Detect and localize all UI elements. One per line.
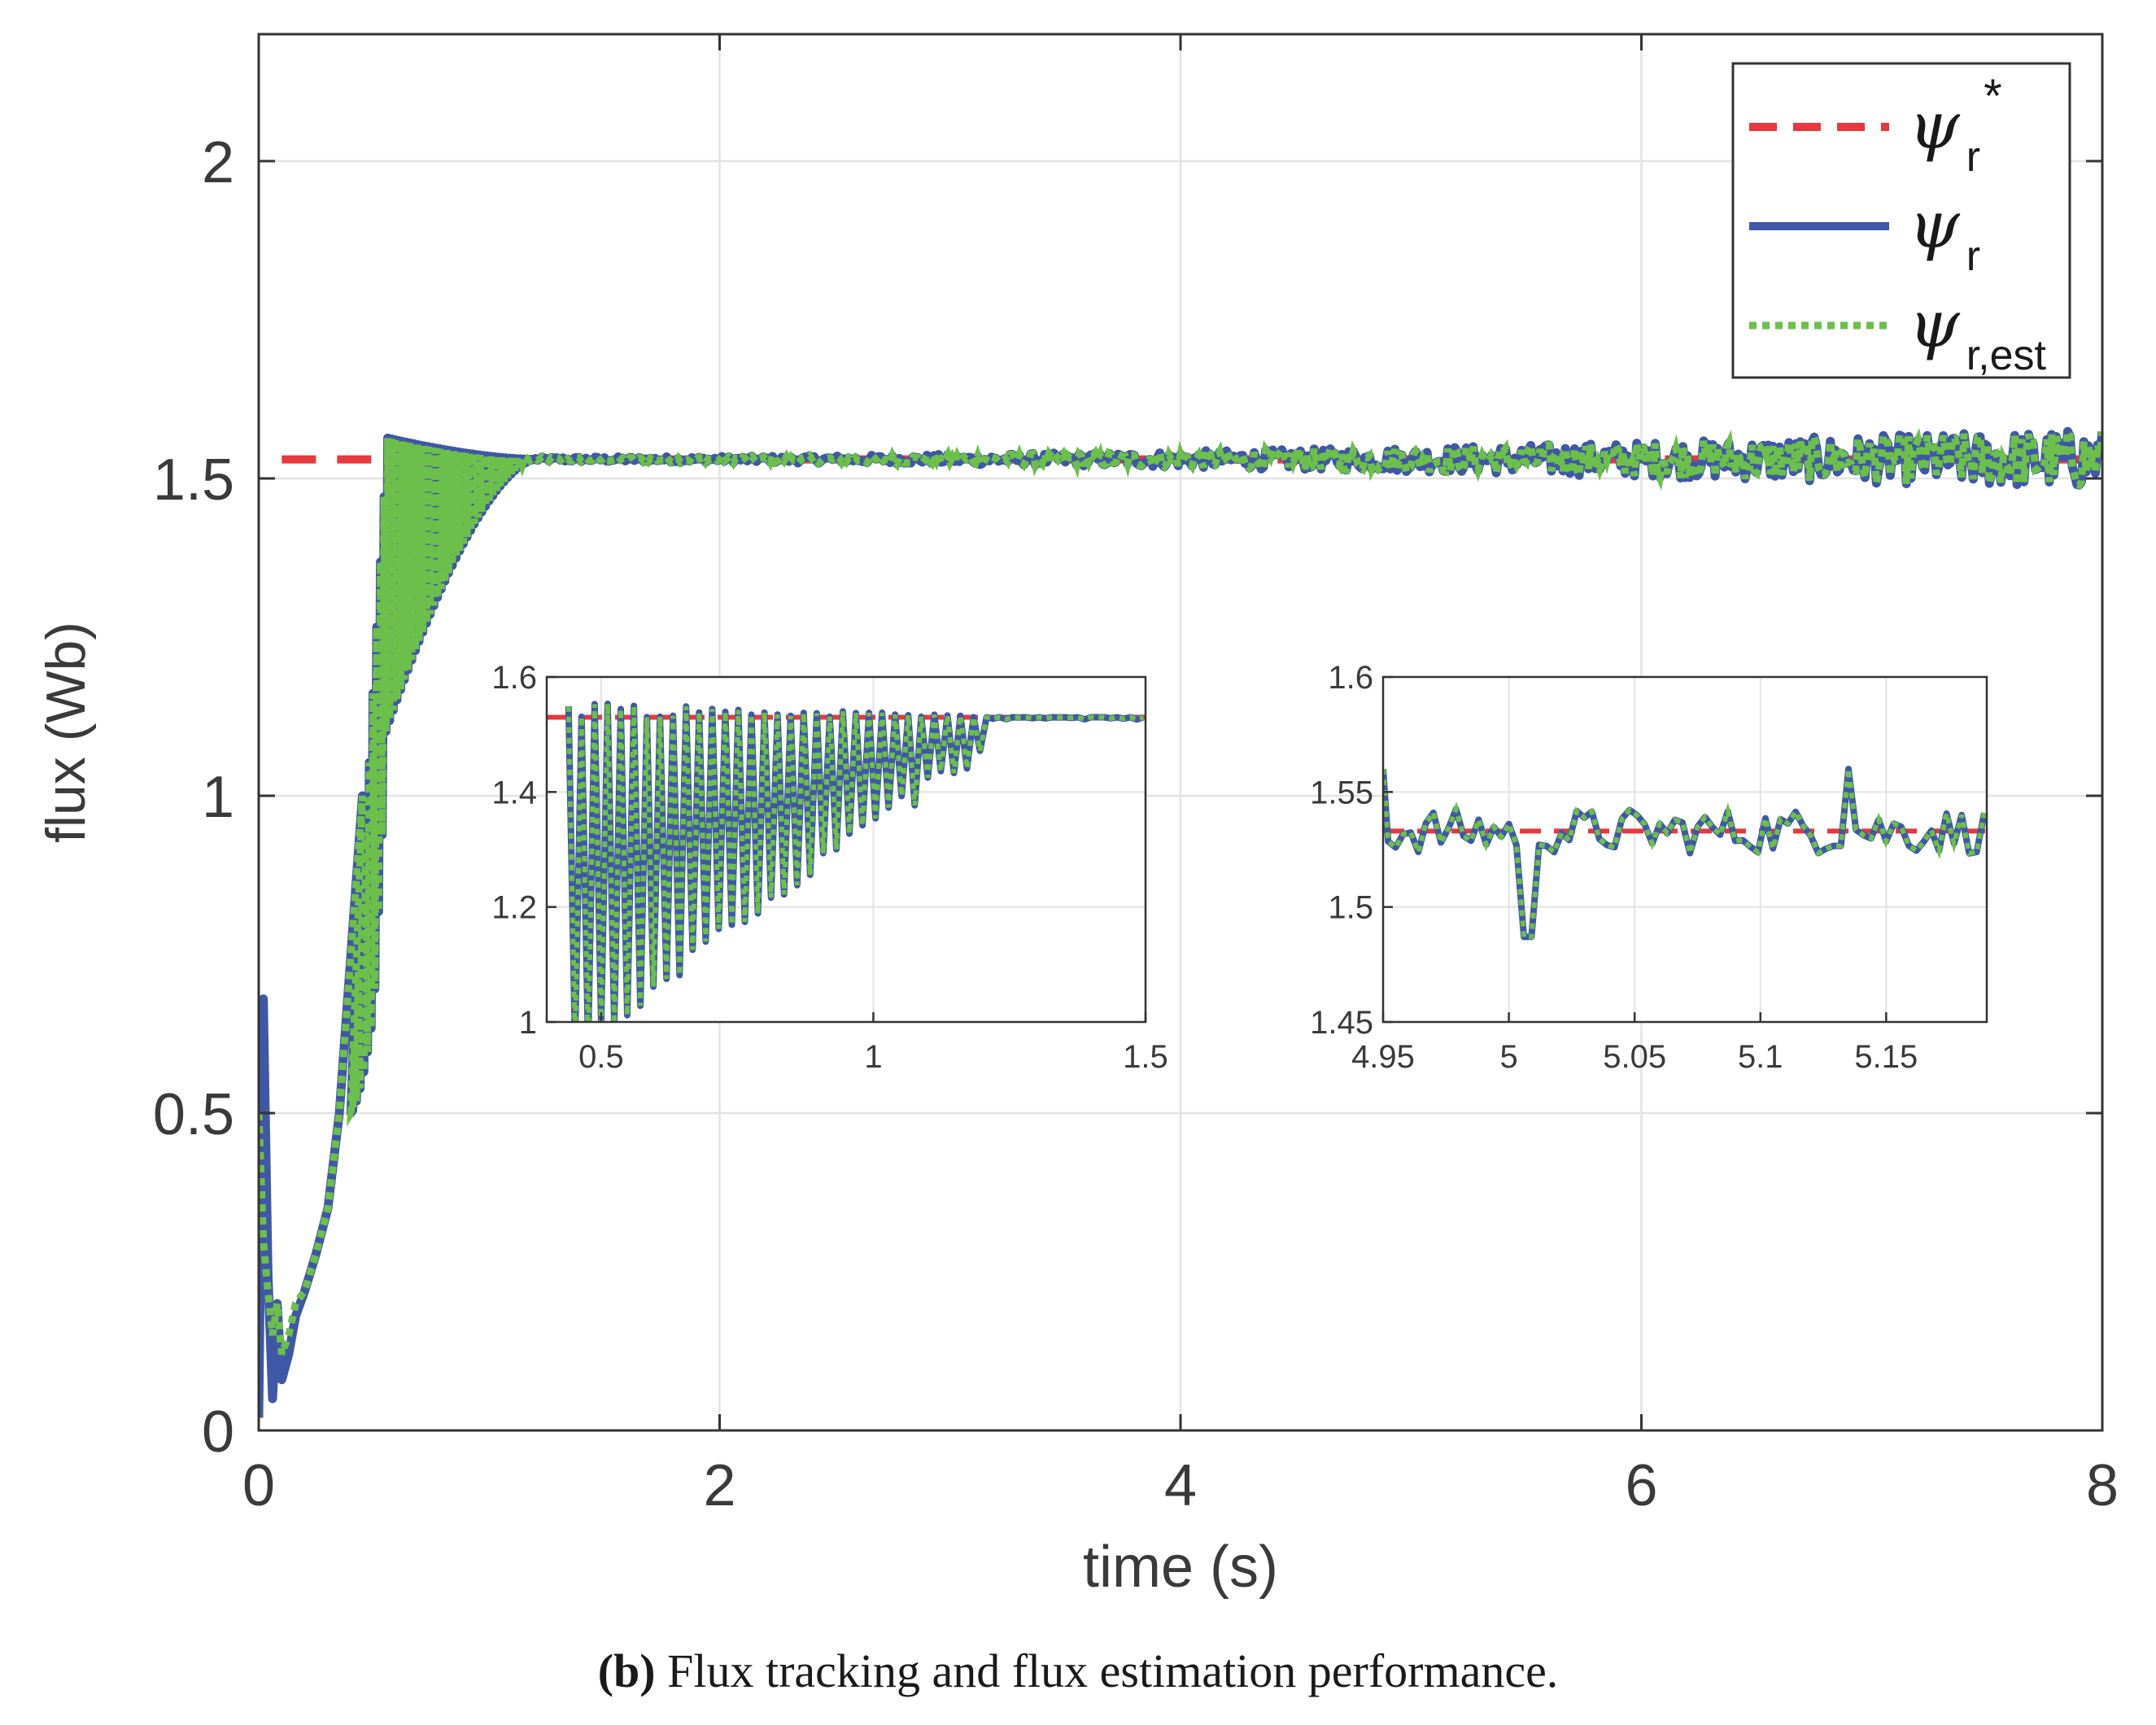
- inset-plot-2: 4.95 5 5.05 5.1 5.15 1.45 1.5 1.55 1.6: [1310, 660, 1988, 1075]
- inset-y-tick-label: 1: [519, 1005, 537, 1041]
- inset-y-tick-label: 1.2: [491, 890, 537, 926]
- legend-subscript: r: [1966, 133, 1980, 181]
- x-tick-label: 4: [1164, 1453, 1197, 1518]
- legend-symbol: ψ: [1909, 187, 1961, 263]
- legend-subscript: r: [1966, 233, 1980, 280]
- inset-y-tick-label: 1.5: [1328, 890, 1373, 926]
- legend-subscript: r,est: [1966, 332, 2047, 379]
- inset-box: [1381, 675, 1988, 1024]
- legend-symbol: ψ: [1909, 286, 1961, 362]
- x-tick-label: 6: [1625, 1453, 1657, 1518]
- y-tick-label: 1: [202, 765, 234, 830]
- x-tick-label: 0: [242, 1453, 275, 1518]
- inset-y-tick-label: 1.45: [1310, 1005, 1373, 1041]
- inset-y-tick-label: 1.55: [1310, 775, 1373, 810]
- x-axis-label: time (s): [1083, 1535, 1278, 1600]
- inset-x-tick-label: 5.15: [1854, 1039, 1918, 1075]
- inset-x-tick-label: 1.5: [1123, 1039, 1168, 1075]
- inset-y-tick-label: 1.4: [491, 775, 537, 810]
- x-tick-label: 8: [2086, 1453, 2119, 1518]
- figure-caption: (b) Flux tracking and flux estimation pe…: [0, 1644, 2156, 1698]
- inset-series-psi-r-est: [565, 703, 1145, 1022]
- inset-x-tick-label: 5.1: [1738, 1039, 1783, 1075]
- y-tick-label: 0.5: [153, 1082, 234, 1147]
- inset-y-tick-label: 1.6: [1328, 660, 1373, 696]
- y-tick-label: 2: [202, 130, 234, 195]
- inset-area: [1383, 677, 1987, 1022]
- y-tick-label: 0: [202, 1400, 234, 1465]
- y-axis-label: flux (Wb): [35, 622, 97, 843]
- legend-label: ψ r*: [1909, 70, 2002, 181]
- x-tick-label: 2: [703, 1453, 735, 1518]
- legend: ψ r*ψ rψ r,est: [1731, 62, 2071, 379]
- caption-label: (b): [597, 1644, 656, 1697]
- inset-x-tick-label: 0.5: [578, 1039, 624, 1075]
- inset-plot-1: 0.5 1 1.5 1 1.2 1.4 1.6: [491, 660, 1167, 1075]
- inset-box: [545, 675, 1147, 1024]
- series-psi-r-est: [259, 417, 2102, 1356]
- legend-symbol: ψ: [1909, 88, 1961, 164]
- y-tick-label: 1.5: [153, 448, 234, 513]
- inset-y-tick-label: 1.6: [491, 660, 537, 696]
- inset-x-tick-label: 5.05: [1603, 1039, 1666, 1075]
- inset-series-psi-r: [1383, 766, 1987, 941]
- legend-label: ψ r,est: [1909, 286, 2047, 379]
- inset-x-tick-label: 4.95: [1351, 1039, 1415, 1075]
- inset-x-tick-label: 5: [1499, 1039, 1517, 1075]
- legend-superscript: *: [1984, 70, 2002, 123]
- legend-box: [1731, 62, 2071, 379]
- caption-text: Flux tracking and flux estimation perfor…: [655, 1644, 1559, 1697]
- inset-x-tick-label: 1: [864, 1039, 882, 1075]
